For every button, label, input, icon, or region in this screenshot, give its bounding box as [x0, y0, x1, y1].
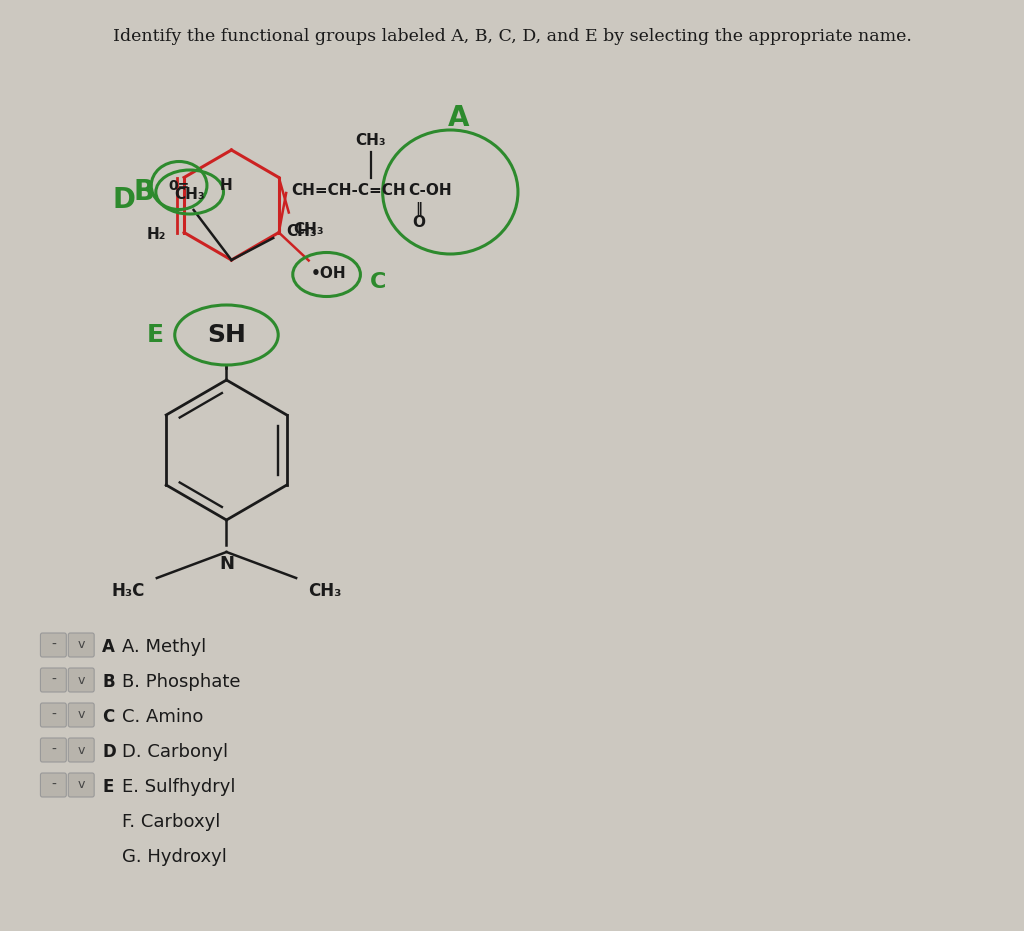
Text: B: B — [133, 178, 155, 206]
Text: v: v — [78, 673, 85, 686]
Text: F. Carboxyl: F. Carboxyl — [122, 813, 220, 831]
Text: E. Sulfhydryl: E. Sulfhydryl — [122, 778, 236, 796]
Text: v: v — [78, 639, 85, 652]
FancyBboxPatch shape — [69, 668, 94, 692]
FancyBboxPatch shape — [40, 773, 67, 797]
Text: CH₃: CH₃ — [308, 582, 341, 600]
Text: H₂: H₂ — [146, 227, 166, 242]
Text: v: v — [78, 778, 85, 791]
Text: C: C — [371, 273, 387, 292]
Text: E: E — [146, 323, 164, 347]
Text: H₃C: H₃C — [112, 582, 145, 600]
FancyBboxPatch shape — [40, 738, 67, 762]
Text: SH: SH — [207, 323, 246, 347]
Text: CH₃: CH₃ — [293, 222, 324, 236]
Text: O: O — [412, 215, 425, 230]
Text: CH₃: CH₃ — [286, 224, 316, 239]
Text: -: - — [51, 778, 56, 792]
Text: C. Amino: C. Amino — [122, 708, 204, 726]
Text: 0=: 0= — [169, 179, 189, 193]
Text: CH₃: CH₃ — [355, 133, 386, 148]
Text: v: v — [78, 708, 85, 722]
Text: C: C — [102, 708, 115, 726]
Text: B: B — [102, 673, 115, 691]
FancyBboxPatch shape — [69, 633, 94, 657]
Text: A: A — [447, 104, 469, 132]
Text: N: N — [219, 555, 233, 573]
Text: •OH: •OH — [310, 266, 346, 281]
FancyBboxPatch shape — [69, 738, 94, 762]
Text: G. Hydroxyl: G. Hydroxyl — [122, 848, 227, 866]
Text: D: D — [102, 743, 116, 761]
Text: A. Methyl: A. Methyl — [122, 638, 206, 656]
FancyBboxPatch shape — [69, 703, 94, 727]
Text: CH=CH-C=CH: CH=CH-C=CH — [291, 183, 406, 198]
Text: Identify the functional groups labeled A, B, C, D, and E by selecting the approp: Identify the functional groups labeled A… — [113, 28, 911, 45]
Text: B. Phosphate: B. Phosphate — [122, 673, 241, 691]
Text: v: v — [78, 744, 85, 757]
Text: -: - — [51, 638, 56, 652]
Text: -: - — [51, 708, 56, 722]
Text: D: D — [113, 186, 136, 214]
Text: A: A — [102, 638, 115, 656]
Text: H: H — [220, 178, 232, 193]
FancyBboxPatch shape — [40, 633, 67, 657]
Text: C-OH: C-OH — [409, 183, 453, 198]
Text: -: - — [51, 673, 56, 687]
Text: ‖: ‖ — [415, 202, 422, 216]
Text: -: - — [51, 743, 56, 757]
Text: D. Carbonyl: D. Carbonyl — [122, 743, 228, 761]
FancyBboxPatch shape — [40, 703, 67, 727]
FancyBboxPatch shape — [69, 773, 94, 797]
FancyBboxPatch shape — [40, 668, 67, 692]
Text: CH₃: CH₃ — [174, 187, 205, 202]
Text: E: E — [102, 778, 114, 796]
